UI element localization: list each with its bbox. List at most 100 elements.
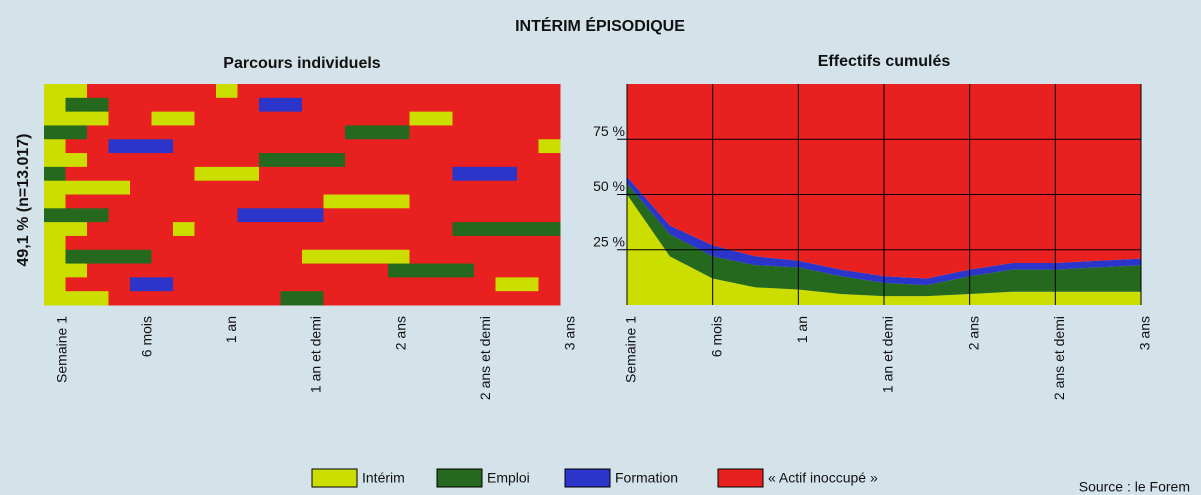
cell <box>44 222 66 237</box>
cell <box>173 194 195 209</box>
cell <box>452 125 475 140</box>
cell <box>65 84 88 99</box>
cell <box>538 208 561 223</box>
cell <box>194 291 217 306</box>
cell <box>474 111 496 126</box>
cell <box>194 180 217 195</box>
cell <box>194 208 217 223</box>
cell <box>323 235 346 251</box>
cell <box>259 97 281 113</box>
cell <box>173 235 195 251</box>
cell <box>87 291 109 306</box>
cell <box>388 97 410 113</box>
cell <box>87 97 109 113</box>
cell <box>538 166 561 182</box>
cell <box>495 222 518 237</box>
source: Source : le Forem <box>1079 479 1190 495</box>
legend-label: Intérim <box>362 470 405 486</box>
x-tick-label: 2 ans <box>392 316 408 350</box>
cell <box>495 263 518 278</box>
y-tick-label: 25 % <box>593 233 625 249</box>
cell <box>517 235 539 251</box>
cell <box>216 291 238 306</box>
cell <box>280 277 303 292</box>
cell <box>65 194 88 209</box>
cell <box>87 153 109 168</box>
cell <box>495 235 518 251</box>
cell <box>237 111 260 126</box>
cell <box>44 153 66 168</box>
cell <box>280 84 303 99</box>
cell <box>517 291 539 306</box>
y-tick-label: 50 % <box>593 178 625 194</box>
cell <box>151 111 174 126</box>
cell <box>280 194 303 209</box>
cell <box>366 97 389 113</box>
cell <box>302 194 324 209</box>
cell <box>323 194 346 209</box>
legend-swatch <box>311 468 358 488</box>
cell <box>517 166 539 182</box>
cell <box>237 277 260 292</box>
cell <box>538 125 561 140</box>
cell <box>345 222 367 237</box>
cell <box>388 84 410 99</box>
cell <box>452 84 475 99</box>
cell <box>409 84 432 99</box>
cell <box>259 208 281 223</box>
cell <box>280 111 303 126</box>
cell <box>151 263 174 278</box>
cell <box>302 166 324 182</box>
cell <box>474 277 496 292</box>
cell <box>87 249 109 265</box>
cell <box>323 166 346 182</box>
cell <box>517 97 539 113</box>
cell <box>517 180 539 195</box>
cell <box>345 194 367 209</box>
cell <box>452 291 475 306</box>
cell <box>474 263 496 278</box>
x-tick-label: 1 an et demi <box>880 316 896 393</box>
cell <box>388 125 410 140</box>
cell <box>517 139 539 154</box>
cell <box>495 249 518 265</box>
cell <box>237 84 260 99</box>
cell <box>44 194 66 209</box>
cell <box>366 291 389 306</box>
cell <box>44 208 66 223</box>
cell <box>280 153 303 168</box>
cell <box>302 291 324 306</box>
cell <box>280 291 303 306</box>
cell <box>495 84 518 99</box>
cell <box>151 166 174 182</box>
cell <box>431 139 453 154</box>
cell <box>216 263 238 278</box>
cell <box>259 84 281 99</box>
cell <box>237 97 260 113</box>
cell <box>366 222 389 237</box>
cell <box>409 153 432 168</box>
cell <box>130 84 152 99</box>
cell <box>409 125 432 140</box>
cell <box>87 125 109 140</box>
cell <box>388 153 410 168</box>
cell <box>452 208 475 223</box>
cell <box>108 194 131 209</box>
cell <box>345 153 367 168</box>
cell <box>409 235 432 251</box>
cell <box>259 153 281 168</box>
cell <box>366 263 389 278</box>
cell <box>388 208 410 223</box>
cell <box>302 139 324 154</box>
cell <box>44 111 66 126</box>
cell <box>216 97 238 113</box>
cell <box>366 180 389 195</box>
cell <box>44 235 66 251</box>
cell <box>474 166 496 182</box>
x-tick-label: 1 an <box>794 316 810 343</box>
cell <box>538 153 561 168</box>
cell <box>237 139 260 154</box>
cell <box>538 84 561 99</box>
cell <box>151 291 174 306</box>
